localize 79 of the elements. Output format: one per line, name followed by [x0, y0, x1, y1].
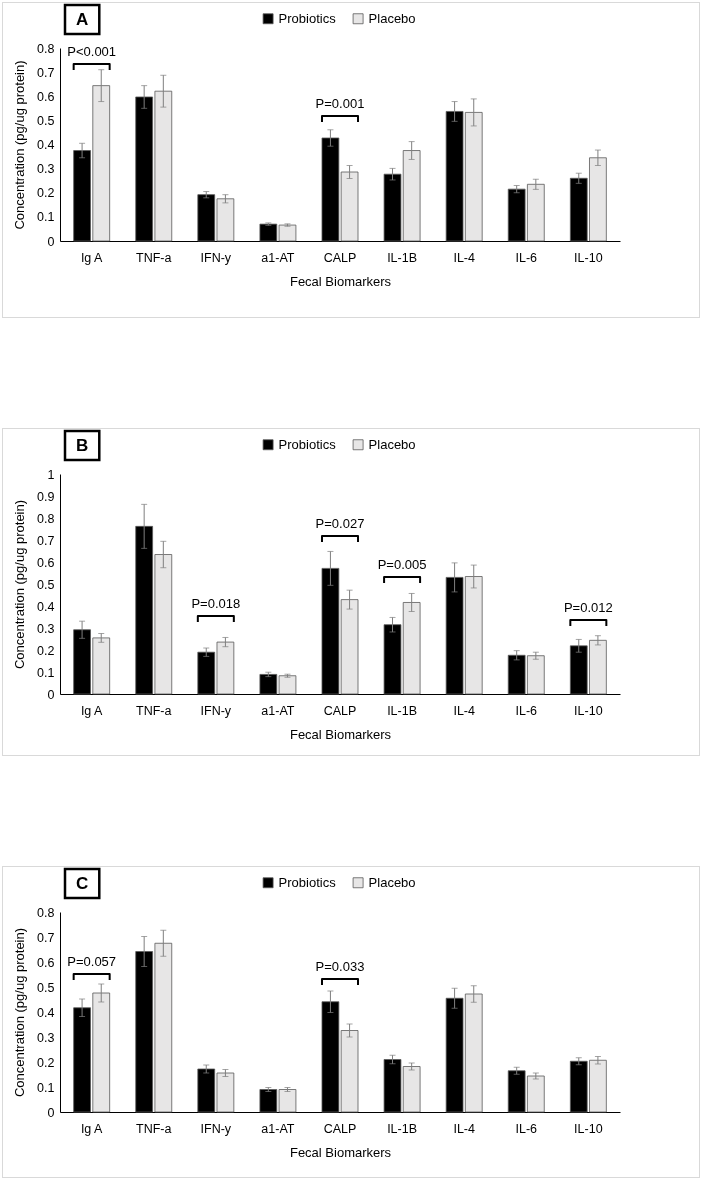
- y-tick-label: 0.2: [37, 186, 55, 201]
- y-tick-label: 0.2: [37, 1055, 55, 1070]
- x-tick-label: IL-6: [515, 250, 538, 265]
- x-tick-label: IFN-y: [200, 1121, 232, 1136]
- y-tick-label: 0.5: [37, 577, 55, 592]
- x-tick-label: IFN-y: [200, 250, 232, 265]
- x-tick-label: IL-1B: [387, 703, 418, 718]
- annotation: P=0.018: [191, 596, 241, 611]
- annotation: P=0.027: [315, 516, 365, 531]
- annotation: P=0.033: [315, 959, 365, 974]
- x-tick-label: IL-6: [515, 703, 538, 718]
- x-tick-label: CALP: [323, 1121, 357, 1136]
- chart-title: C: [76, 874, 89, 893]
- y-tick-label: 0: [47, 1105, 55, 1120]
- annotation: P=0.001: [315, 96, 365, 111]
- x-tick-label: TNF-a: [136, 250, 172, 265]
- x-tick-label: IL-10: [574, 250, 603, 265]
- y-tick-label: 1: [47, 467, 55, 482]
- y-axis-title: Concentration (pg/ug protein): [12, 927, 28, 1098]
- y-tick-label: 0.8: [37, 511, 55, 526]
- x-axis-title: Fecal Biomarkers: [289, 1145, 392, 1160]
- x-tick-label: CALP: [323, 250, 357, 265]
- y-tick-label: 0.6: [37, 89, 55, 104]
- legend-label: Placebo: [368, 874, 416, 890]
- x-tick-label: a1-AT: [261, 250, 295, 265]
- legend-label: Placebo: [368, 10, 416, 26]
- y-tick-label: 0.4: [37, 138, 55, 152]
- y-axis-title: Concentration (pg/ug protein): [12, 499, 28, 670]
- chart-title: A: [76, 10, 89, 29]
- y-tick-label: 0.1: [37, 210, 55, 225]
- y-axis-title: Concentration (pg/ug protein): [12, 60, 28, 230]
- y-tick-label: 0.5: [37, 113, 55, 128]
- x-tick-label: Ig A: [80, 250, 104, 265]
- annotation: P<0.001: [67, 44, 117, 59]
- legend-label: Probiotics: [278, 436, 337, 452]
- y-tick-label: 0.2: [37, 643, 55, 658]
- chart-title: B: [76, 436, 89, 455]
- y-tick-label: 0.7: [37, 930, 55, 945]
- x-tick-label: TNF-a: [136, 1121, 172, 1136]
- y-tick-label: 0.1: [37, 665, 55, 680]
- y-tick-label: 0.1: [37, 1080, 55, 1095]
- y-tick-label: 0.3: [37, 621, 55, 636]
- x-tick-label: TNF-a: [136, 703, 172, 718]
- x-tick-label: IFN-y: [200, 703, 232, 718]
- x-tick-label: IL-1B: [387, 250, 418, 265]
- x-tick-label: IL-1B: [387, 1121, 418, 1136]
- annotation: P=0.005: [377, 557, 427, 572]
- y-tick-label: 0.8: [37, 41, 55, 56]
- x-tick-label: IL-10: [574, 703, 603, 718]
- y-tick-label: 0: [47, 234, 55, 249]
- x-axis-title: Fecal Biomarkers: [289, 727, 392, 742]
- x-tick-label: IL-4: [453, 1121, 475, 1136]
- legend-label: Placebo: [368, 436, 416, 452]
- y-tick-label: 0.6: [37, 555, 55, 570]
- y-tick-label: 0.6: [37, 955, 55, 970]
- x-tick-label: a1-AT: [261, 703, 295, 718]
- x-tick-label: IL-4: [453, 250, 475, 265]
- x-tick-label: Ig A: [80, 1121, 104, 1136]
- x-tick-label: a1-AT: [261, 1121, 295, 1136]
- x-tick-label: Ig A: [80, 703, 104, 718]
- y-tick-label: 0.5: [37, 980, 55, 995]
- legend-label: Probiotics: [278, 874, 337, 890]
- x-axis-title: Fecal Biomarkers: [289, 274, 392, 289]
- x-tick-label: IL-10: [574, 1121, 603, 1136]
- y-tick-label: 0.4: [37, 599, 55, 614]
- x-tick-label: IL-4: [453, 703, 475, 718]
- y-tick-label: 0.8: [37, 905, 55, 920]
- y-tick-label: 0.3: [37, 162, 55, 177]
- y-tick-label: 0.7: [37, 65, 55, 80]
- x-tick-label: IL-6: [515, 1121, 538, 1136]
- y-tick-label: 0.4: [37, 1005, 55, 1020]
- y-tick-label: 0: [47, 687, 55, 702]
- y-tick-label: 0.7: [37, 533, 55, 548]
- annotation: P=0.012: [563, 600, 613, 615]
- annotation: P=0.057: [67, 954, 117, 969]
- y-tick-label: 0.9: [37, 489, 55, 504]
- y-tick-label: 0.3: [37, 1030, 55, 1045]
- x-tick-label: CALP: [323, 703, 357, 718]
- legend-label: Probiotics: [278, 10, 337, 26]
